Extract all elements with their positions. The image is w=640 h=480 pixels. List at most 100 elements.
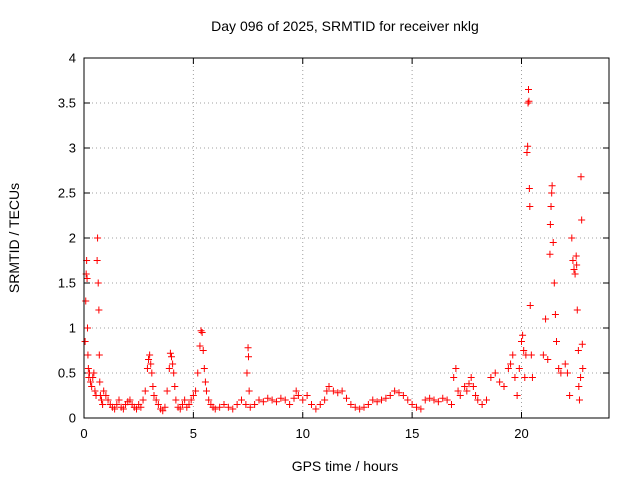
data-point bbox=[246, 403, 254, 411]
data-point bbox=[163, 387, 171, 395]
data-point bbox=[386, 392, 394, 399]
data-point bbox=[546, 250, 554, 258]
data-point bbox=[245, 353, 252, 361]
data-point bbox=[82, 297, 90, 305]
data-point bbox=[364, 401, 372, 408]
data-point bbox=[452, 365, 460, 372]
data-point bbox=[526, 302, 534, 309]
data-point bbox=[579, 365, 587, 372]
data-point bbox=[507, 360, 515, 368]
data-point bbox=[520, 347, 528, 354]
data-point bbox=[268, 396, 276, 404]
data-point bbox=[491, 369, 499, 377]
data-point bbox=[575, 383, 583, 390]
data-point bbox=[399, 392, 407, 399]
data-point bbox=[229, 405, 237, 413]
y-tick-label: 1 bbox=[69, 321, 76, 336]
data-point bbox=[96, 378, 104, 386]
data-point bbox=[454, 387, 462, 395]
data-point bbox=[553, 338, 560, 345]
data-point bbox=[550, 279, 558, 287]
data-point bbox=[264, 394, 272, 402]
data-point bbox=[542, 315, 550, 323]
data-point bbox=[568, 234, 576, 242]
data-point bbox=[147, 360, 155, 368]
data-point bbox=[474, 396, 482, 404]
data-point bbox=[290, 394, 298, 402]
data-point bbox=[273, 398, 280, 406]
data-point bbox=[199, 347, 207, 354]
data-point bbox=[113, 401, 121, 408]
data-point bbox=[102, 392, 110, 399]
data-point bbox=[84, 351, 92, 359]
data-point bbox=[395, 389, 403, 397]
data-point bbox=[233, 401, 241, 408]
data-point bbox=[152, 396, 160, 404]
data-point bbox=[524, 142, 532, 150]
data-point bbox=[526, 203, 534, 210]
data-point bbox=[170, 369, 178, 377]
data-point bbox=[245, 387, 253, 395]
data-point bbox=[251, 401, 259, 408]
y-tick-label: 3 bbox=[69, 141, 76, 156]
data-point bbox=[95, 351, 103, 359]
data-point bbox=[515, 365, 523, 372]
data-point bbox=[242, 401, 250, 408]
data-point bbox=[408, 401, 416, 408]
data-point bbox=[187, 396, 195, 404]
y-axis-label: SRMTID / TECUs bbox=[6, 183, 22, 293]
x-tick-label: 20 bbox=[514, 426, 528, 441]
x-axis-label: GPS time / hours bbox=[292, 458, 399, 474]
data-point bbox=[343, 394, 350, 402]
data-point bbox=[286, 401, 294, 408]
data-point bbox=[478, 401, 486, 408]
data-point bbox=[200, 365, 208, 372]
axis-ticks: 0 0.5 1 1.5 2 2.5 3 3.5 4 0 5 10 15 20 bbox=[58, 51, 609, 441]
data-point bbox=[544, 356, 552, 363]
data-point bbox=[334, 389, 342, 397]
data-point bbox=[259, 398, 267, 406]
data-point bbox=[563, 369, 571, 377]
data-point bbox=[575, 396, 583, 404]
data-point bbox=[220, 401, 228, 408]
data-point bbox=[373, 398, 381, 406]
data-point bbox=[90, 369, 98, 377]
data-point bbox=[165, 365, 173, 372]
data-point bbox=[216, 403, 224, 411]
data-point bbox=[518, 338, 525, 345]
data-point bbox=[443, 396, 451, 404]
data-point bbox=[524, 99, 532, 107]
plot-frame bbox=[83, 57, 610, 419]
data-points bbox=[81, 86, 587, 415]
data-point bbox=[104, 396, 112, 404]
data-point bbox=[426, 394, 434, 402]
data-point bbox=[150, 392, 158, 399]
data-point bbox=[504, 365, 512, 372]
data-point bbox=[111, 405, 119, 413]
data-point bbox=[143, 365, 151, 372]
data-point bbox=[574, 347, 582, 354]
data-point bbox=[99, 401, 107, 408]
data-point bbox=[93, 257, 101, 264]
data-point bbox=[325, 383, 333, 390]
data-point bbox=[391, 387, 399, 395]
data-point bbox=[119, 405, 127, 413]
data-point bbox=[519, 331, 527, 339]
data-point bbox=[94, 234, 102, 242]
data-point bbox=[509, 351, 517, 359]
data-point bbox=[417, 405, 425, 413]
data-point bbox=[154, 401, 162, 408]
data-point bbox=[577, 173, 585, 181]
x-tick-label: 0 bbox=[80, 426, 87, 441]
data-point bbox=[169, 360, 177, 368]
data-point bbox=[84, 365, 92, 372]
data-point bbox=[308, 401, 315, 408]
data-point bbox=[149, 383, 157, 390]
data-point bbox=[192, 387, 200, 395]
data-point bbox=[181, 396, 189, 404]
data-point bbox=[145, 356, 153, 363]
data-point bbox=[244, 344, 252, 352]
data-point bbox=[561, 360, 569, 368]
data-point bbox=[496, 378, 504, 386]
x-tick-label: 15 bbox=[405, 426, 419, 441]
